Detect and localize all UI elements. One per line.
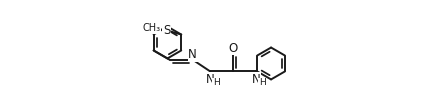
Text: H: H: [213, 78, 219, 87]
Text: N: N: [206, 73, 215, 85]
Text: S: S: [163, 24, 170, 37]
Text: O: O: [229, 42, 238, 55]
Text: CH₃: CH₃: [143, 23, 161, 33]
Text: N: N: [252, 73, 261, 85]
Text: H: H: [259, 78, 266, 87]
Text: N: N: [188, 48, 197, 61]
